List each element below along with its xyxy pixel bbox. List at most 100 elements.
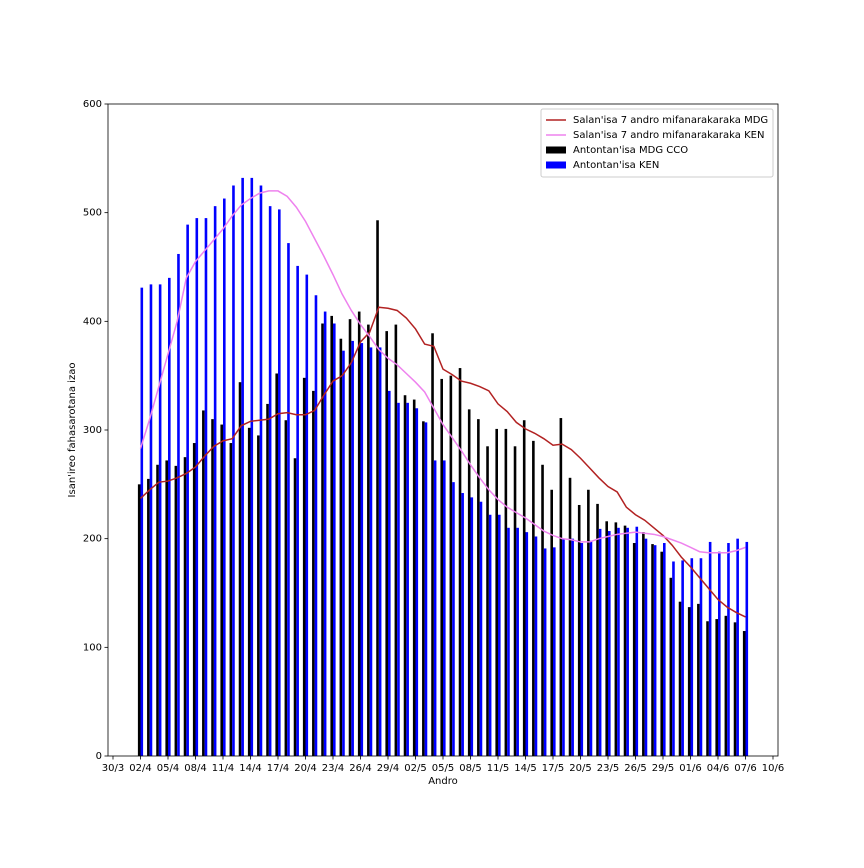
bar	[367, 324, 370, 756]
bar	[681, 560, 684, 756]
bar	[211, 419, 214, 756]
bar	[534, 536, 538, 756]
bar	[202, 410, 205, 756]
bar	[266, 403, 269, 756]
bar	[559, 418, 563, 756]
bar	[522, 420, 526, 756]
bar	[699, 558, 703, 756]
bar	[660, 551, 663, 756]
bar	[177, 253, 180, 756]
bar	[137, 484, 141, 756]
bar	[727, 543, 730, 756]
bar	[495, 428, 498, 756]
x-tick-label: 29/4	[377, 763, 399, 774]
bar	[174, 465, 178, 756]
x-tick-label: 14/4	[239, 763, 261, 774]
y-axis-label: Isan'ireo fahasarotana izao	[67, 363, 78, 498]
x-tick-label: 07/6	[734, 763, 756, 774]
bar	[376, 220, 379, 757]
bar	[443, 460, 446, 756]
bar	[330, 315, 333, 756]
bar	[440, 378, 443, 756]
bar	[715, 619, 718, 756]
bar	[165, 460, 168, 756]
bar	[541, 464, 544, 756]
bar	[736, 538, 739, 756]
bar	[397, 402, 400, 756]
bar	[360, 343, 364, 756]
bar	[250, 177, 254, 757]
bar	[357, 311, 361, 756]
bar	[415, 408, 419, 756]
bar	[168, 277, 171, 756]
bar	[678, 601, 682, 756]
legend-label: Salan'isa 7 andro mifanarakaraka MDG	[573, 115, 768, 126]
x-tick-label: 29/5	[652, 763, 674, 774]
x-tick-label: 17/5	[542, 763, 564, 774]
bar	[394, 324, 398, 756]
bar	[651, 544, 654, 756]
bar	[257, 435, 260, 756]
bar	[724, 615, 728, 756]
bar	[287, 243, 290, 757]
bar	[431, 333, 434, 756]
line	[139, 190, 746, 554]
bar	[568, 477, 572, 756]
bar	[589, 540, 593, 756]
bar	[369, 347, 373, 756]
y-tick-label: 200	[83, 534, 102, 545]
x-axis-label: Andro	[428, 776, 458, 787]
x-tick-label: 10/6	[762, 763, 784, 774]
bar	[195, 218, 199, 757]
bar	[385, 331, 388, 756]
bar	[296, 265, 299, 756]
x-tick-label: 20/4	[294, 763, 316, 774]
bar	[388, 390, 391, 756]
x-tick-label: 23/4	[322, 763, 344, 774]
bar	[321, 323, 324, 756]
bar	[504, 428, 508, 756]
y-tick-label: 0	[96, 751, 102, 762]
bar	[229, 443, 233, 756]
bar	[284, 420, 288, 756]
x-tick-label: 20/5	[569, 763, 591, 774]
bar	[553, 547, 556, 756]
bar	[477, 419, 480, 756]
bar	[461, 493, 464, 756]
bar	[449, 375, 453, 756]
y-tick-label: 500	[83, 208, 102, 219]
bar	[268, 206, 272, 756]
bar	[223, 198, 226, 757]
bar	[697, 603, 700, 756]
bar	[232, 185, 235, 756]
bar	[617, 527, 620, 756]
legend-box	[540, 108, 774, 178]
bar	[742, 631, 746, 756]
bar	[562, 538, 565, 756]
bar	[587, 489, 590, 756]
y-tick-label: 300	[83, 425, 102, 436]
y-tick-label: 600	[83, 99, 102, 110]
legend-label: Antontan'isa MDG CCO	[573, 145, 688, 156]
bar	[186, 224, 189, 756]
bar	[140, 287, 144, 756]
bar	[596, 503, 599, 756]
bar	[302, 377, 306, 756]
bar	[412, 399, 416, 756]
bar	[608, 531, 611, 756]
bar	[635, 526, 639, 756]
x-tick-label: 23/5	[597, 763, 619, 774]
bar	[653, 545, 657, 756]
bar	[663, 543, 666, 756]
bar	[470, 497, 474, 756]
x-tick-label: 05/5	[432, 763, 454, 774]
bar	[642, 532, 645, 756]
legend-label: Salan'isa 7 andro mifanarakaraka KEN	[573, 130, 764, 141]
x-tick-label: 01/6	[679, 763, 701, 774]
bar	[351, 340, 354, 756]
legend-swatch	[546, 161, 566, 169]
x-tick-label: 30/3	[102, 763, 124, 774]
bar	[745, 541, 749, 756]
bar	[614, 522, 618, 756]
